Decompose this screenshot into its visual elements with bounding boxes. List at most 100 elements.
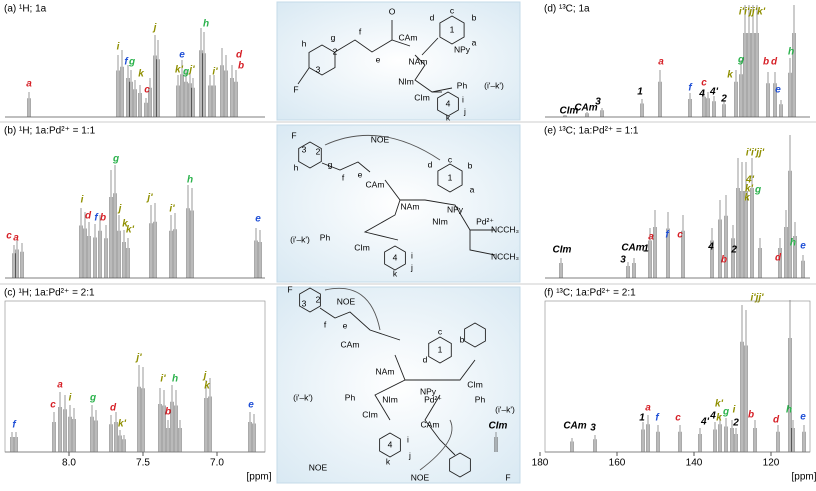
structure-label: (i'–k'): [290, 234, 310, 244]
bond: [374, 379, 406, 421]
peak-label: 3: [595, 97, 601, 108]
structure-label: CAm: [399, 32, 418, 42]
structure-label: g: [328, 159, 333, 169]
structure-label: NOE: [411, 472, 430, 482]
structure-label: 4: [388, 439, 393, 449]
ring: [428, 336, 452, 364]
ring: [379, 432, 401, 458]
peak-label: g: [754, 185, 761, 196]
peak-label: 4: [698, 89, 705, 100]
peak-label: b: [100, 213, 106, 224]
peak-label: k': [715, 399, 724, 410]
peak-label: f: [12, 420, 17, 431]
structure-label: h: [302, 38, 307, 48]
structure-label: f: [359, 26, 362, 36]
structure-label: c: [450, 5, 455, 15]
structure-label: NOE: [309, 462, 328, 472]
peak-label: i'i'jj'k': [739, 7, 766, 18]
structure-label: NAm: [401, 201, 420, 211]
peak-label: a: [57, 380, 63, 391]
structure-label: e: [343, 320, 348, 330]
peak-label: b: [763, 57, 769, 68]
peak-label: b: [238, 61, 244, 72]
peak-label: h: [172, 374, 178, 385]
peak-label: CAm: [563, 421, 586, 432]
structure-label: f: [324, 319, 327, 329]
structure-label: g: [331, 32, 336, 42]
ring: [298, 141, 322, 169]
peak-label: k: [204, 381, 210, 392]
structure-label: a: [472, 37, 477, 47]
peak-label: 4': [700, 417, 710, 428]
structure-label: O: [389, 6, 396, 16]
structure-label: 4: [393, 252, 398, 262]
panel-title: (c) ¹H; 1a:Pd²⁺ = 2:1: [4, 288, 95, 299]
tick-label: 7.5: [136, 458, 150, 469]
peak-label: i: [81, 195, 84, 206]
bond: [319, 307, 401, 341]
peak-label: i'i'jj': [746, 148, 765, 159]
ring: [449, 452, 471, 478]
peak-label: f: [665, 230, 670, 241]
structure-label: i: [407, 434, 409, 444]
peak-label: 4': [709, 87, 719, 98]
structure-label: c: [438, 326, 443, 336]
panel-title: (a) ¹H; 1a: [4, 4, 47, 15]
structure-label: 1: [450, 24, 455, 34]
peak-label: h: [187, 175, 193, 186]
axis-unit: [ppm]: [246, 472, 271, 483]
structure-label: b: [468, 160, 473, 170]
panel-title: (f) ¹³C; 1a:Pd²⁺ = 2:1: [544, 288, 636, 299]
structure-label: F: [287, 284, 292, 294]
ring: [464, 322, 486, 348]
structure-label: i: [411, 250, 413, 260]
panel-title: (b) ¹H; 1a:Pd²⁺ = 1:1: [4, 126, 96, 137]
structure-label: CIm: [414, 92, 430, 102]
peak-label: d: [773, 415, 780, 426]
structure-label: d: [428, 159, 433, 169]
structure-label: Pd²⁺: [424, 394, 442, 404]
structure-label: d: [430, 12, 435, 22]
peak-label: k': [175, 65, 184, 76]
peak-label: g: [722, 407, 729, 418]
peak-label: e: [800, 412, 806, 423]
structure-label: NAm: [409, 56, 428, 66]
noe-arrow: [324, 135, 441, 161]
structure-label: e: [358, 169, 363, 179]
structure-label: F: [293, 84, 298, 94]
structure-label: CAm: [421, 419, 440, 429]
peak-label: k: [122, 219, 128, 230]
peak-label: i: [69, 393, 72, 404]
peak-label: f: [124, 57, 129, 68]
ring: [437, 163, 463, 193]
peak-label: k': [118, 419, 127, 430]
peak-label: 2: [732, 418, 739, 429]
peak-label: e: [800, 241, 806, 252]
peak-label: 1: [639, 413, 645, 424]
ring: [308, 44, 336, 76]
peak-label: e: [775, 85, 781, 96]
structure-label: NOE: [371, 134, 390, 144]
structure-label: CAm: [366, 179, 385, 189]
peak-label: c: [6, 231, 12, 242]
peak-label: CIm: [560, 106, 579, 117]
peak-label: c: [144, 85, 150, 96]
structure-label: c: [448, 154, 453, 164]
structure-label: j: [408, 450, 411, 460]
structure-label: F: [291, 130, 296, 140]
structure-label: 3: [302, 144, 307, 154]
tick-label: 8.0: [62, 458, 76, 469]
peak-label: j': [145, 193, 153, 204]
peak-label: k': [126, 225, 135, 236]
tick-label: 140: [686, 458, 703, 469]
bond: [321, 161, 371, 173]
peak-label: i': [169, 204, 175, 215]
structure-label: i: [462, 94, 464, 104]
spectrum: [12, 165, 262, 278]
bond: [430, 359, 476, 381]
structure-label: CIm: [354, 242, 370, 252]
bond: [384, 179, 495, 231]
peak-label: CAm: [574, 103, 597, 114]
structure-label: e: [376, 54, 381, 64]
noe-arrow: [324, 287, 381, 331]
